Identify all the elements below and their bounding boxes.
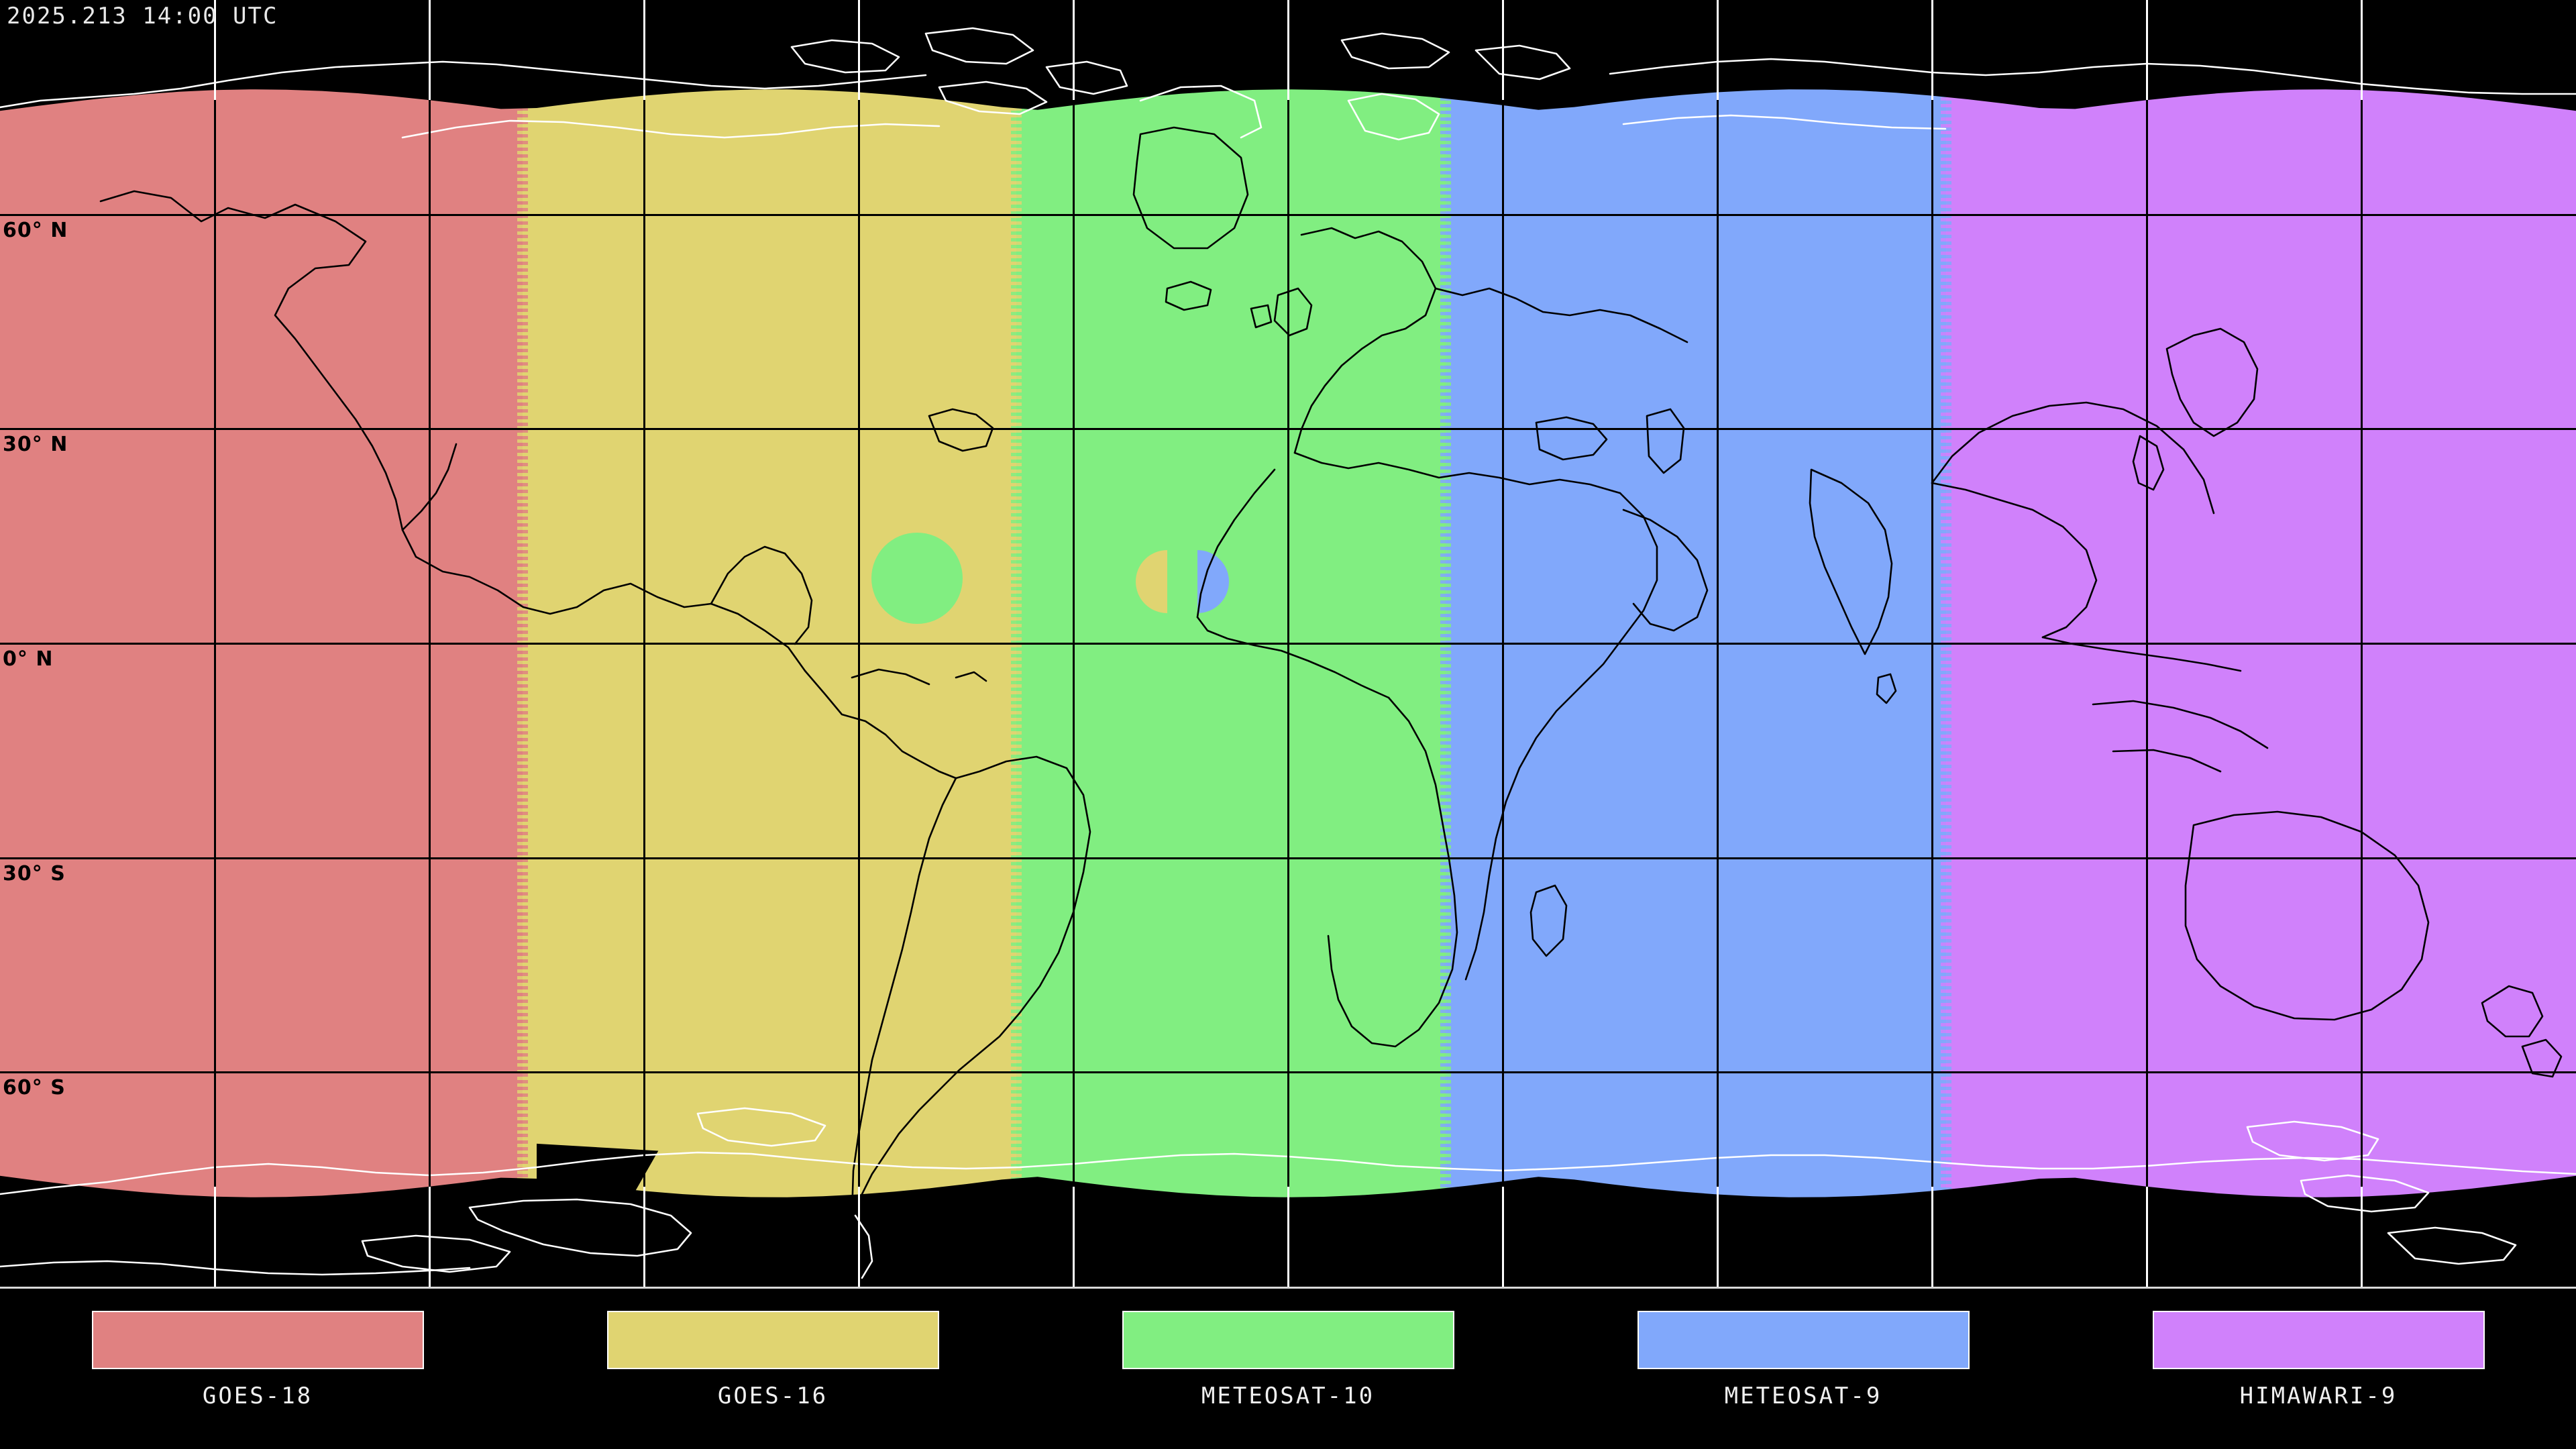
- legend-label-goes-16: GOES-16: [717, 1383, 828, 1409]
- gridline-lon--90: [643, 0, 645, 1287]
- globe-raster: 60° N 30° N 0° N 30° S 60° S: [0, 0, 2576, 1287]
- lat-label--60: 60° S: [3, 1076, 66, 1100]
- gridline-lon-north-120: [2146, 0, 2148, 101]
- legend-swatch-goes-16[interactable]: [606, 1311, 939, 1369]
- legend-swatch-meteosat-9[interactable]: [1637, 1311, 1970, 1369]
- gridline-lon--150: [214, 0, 216, 1287]
- gridline-lon-north--60: [858, 0, 860, 101]
- legend: GOES-18 GOES-16 METEOSAT-10 METEOSAT-9 HIMAW…: [0, 1289, 2576, 1449]
- gridline-lon-north--90: [643, 0, 645, 101]
- lat-label-30: 30° N: [3, 433, 68, 457]
- gridline-lon-north-90: [1931, 0, 1933, 101]
- legend-label-goes-18: GOES-18: [202, 1383, 313, 1409]
- sector-disk-meteosat10-overlap: [871, 533, 963, 624]
- gridline-lon-north-0: [1287, 0, 1289, 101]
- gridline-stub--30: [1073, 1186, 1075, 1287]
- legend-label-meteosat-10: METEOSAT-10: [1201, 1383, 1375, 1409]
- gridline-lon-90: [1931, 0, 1933, 1287]
- lat-label-0: 0° N: [3, 647, 54, 671]
- gridline-stub-0: [1287, 1186, 1289, 1287]
- gridline-lon-north-150: [2361, 0, 2363, 101]
- gridline-lon--30: [1073, 0, 1075, 1287]
- legend-label-himawari-9: HIMAWARI-9: [2239, 1383, 2398, 1409]
- legend-item-goes-18[interactable]: GOES-18: [91, 1289, 424, 1449]
- gridline-stub-30: [1502, 1186, 1504, 1287]
- gridline-stub--150: [214, 1186, 216, 1287]
- timestamp-label: 2025.213 14:00 UTC: [7, 3, 278, 30]
- gridline-lon-150: [2361, 0, 2363, 1287]
- legend-item-meteosat-9[interactable]: METEOSAT-9: [1637, 1289, 1970, 1449]
- gridline-stub--120: [429, 1186, 431, 1287]
- gridline-lon-north-30: [1502, 0, 1504, 101]
- gridline-lon-0: [1287, 0, 1289, 1287]
- map-panel[interactable]: 60° N 30° N 0° N 30° S 60° S 2025.213 14:00 …: [0, 0, 2576, 1289]
- legend-swatch-meteosat-10[interactable]: [1122, 1311, 1454, 1369]
- legend-item-goes-16[interactable]: GOES-16: [606, 1289, 939, 1449]
- gridline-lon-30: [1502, 0, 1504, 1287]
- gridline-lon-north-60: [1717, 0, 1719, 101]
- gridline-lon-north--120: [429, 0, 431, 101]
- gridline-stub--90: [643, 1186, 645, 1287]
- gridline-lon--120: [429, 0, 431, 1287]
- gridline-stub-120: [2146, 1186, 2148, 1287]
- legend-item-himawari-9[interactable]: HIMAWARI-9: [2152, 1289, 2485, 1449]
- gridline-lon-north--150: [214, 0, 216, 101]
- legend-item-meteosat-10[interactable]: METEOSAT-10: [1122, 1289, 1454, 1449]
- gridline-stub--60: [858, 1186, 860, 1287]
- gridline-stub-90: [1931, 1186, 1933, 1287]
- legend-label-meteosat-9: METEOSAT-9: [1724, 1383, 1882, 1409]
- gridline-lon-north--30: [1073, 0, 1075, 101]
- map-frame-border: [0, 1287, 2576, 1289]
- gridline-stub-60: [1717, 1186, 1719, 1287]
- gridline-stub-150: [2361, 1186, 2363, 1287]
- lat-label-60: 60° N: [3, 218, 68, 242]
- legend-swatch-goes-18[interactable]: [91, 1311, 424, 1369]
- gridline-lon-60: [1717, 0, 1719, 1287]
- gridline-lon-120: [2146, 0, 2148, 1287]
- legend-swatch-himawari-9[interactable]: [2152, 1311, 2485, 1369]
- lat-label--30: 30° S: [3, 861, 66, 885]
- gridline-lon--60: [858, 0, 860, 1287]
